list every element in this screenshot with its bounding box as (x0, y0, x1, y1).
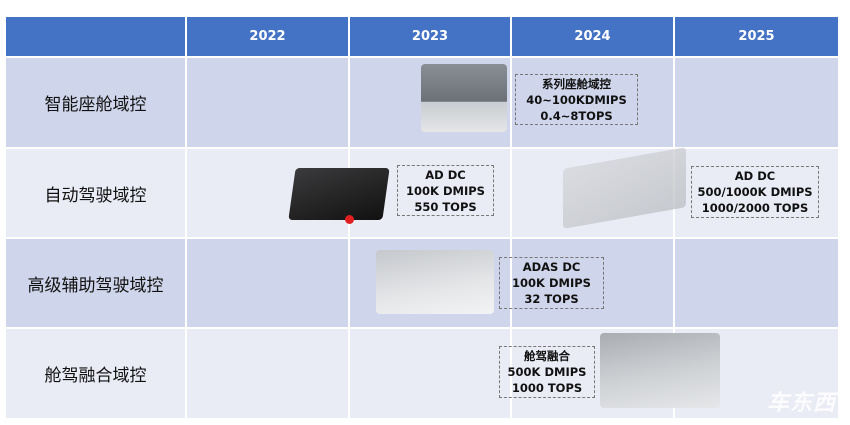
spec-line: 系列座舱域控 (542, 76, 611, 91)
spec-line: 舱驾融合 (524, 349, 570, 363)
fusion-spec-box: 舱驾融合 500K DMIPS 1000 TOPS (499, 346, 595, 398)
spec-line: 100K DMIPS (512, 276, 591, 290)
header-2023: 2023 (350, 17, 510, 56)
table-cell (187, 58, 348, 147)
spec-line: 0.4~8TOPS (540, 108, 613, 123)
spec-line: 500K DMIPS (507, 365, 587, 379)
adas-spec-box: ADAS DC 100K DMIPS 32 TOPS (499, 257, 604, 309)
row-label: 高级辅助驾驶域控 (6, 239, 185, 327)
fusion-controller-image (600, 333, 720, 408)
table-cell (350, 329, 510, 418)
table-cell (187, 239, 348, 327)
cockpit-spec-box: 系列座舱域控 40~100KDMIPS 0.4~8TOPS (515, 74, 638, 125)
table-cell (675, 149, 838, 237)
row-label: 智能座舱域控 (6, 58, 185, 147)
spec-line: 550 TOPS (414, 199, 477, 214)
table-cell (675, 58, 838, 147)
table-cell (512, 239, 673, 327)
header-blank (6, 17, 185, 56)
ad-controller-image (288, 168, 390, 220)
spec-line: 32 TOPS (524, 292, 579, 306)
spec-line: ADAS DC (522, 260, 581, 274)
table-cell (512, 58, 673, 147)
row-label: 自动驾驶域控 (6, 149, 185, 237)
spec-line: 500/1000K DMIPS (697, 185, 813, 199)
spec-line: 1000 TOPS (511, 381, 583, 395)
row-label: 舱驾融合域控 (6, 329, 185, 418)
table-cell (675, 239, 838, 327)
header-2025: 2025 (675, 17, 838, 56)
spec-line: 100K DMIPS (406, 183, 485, 198)
ad-spec-box-2023: AD DC 100K DMIPS 550 TOPS (397, 165, 494, 216)
ad-spec-box-2025: AD DC 500/1000K DMIPS 1000/2000 TOPS (691, 166, 819, 218)
header-2024: 2024 (512, 17, 673, 56)
table-cell (187, 329, 348, 418)
spec-line: 40~100KDMIPS (526, 92, 627, 107)
adas-controller-image (376, 250, 494, 314)
cockpit-controller-image (421, 64, 507, 132)
header-2022: 2022 (187, 17, 348, 56)
spec-line: 1000/2000 TOPS (701, 201, 809, 215)
spec-line: AD DC (734, 169, 776, 183)
spec-line: AD DC (425, 167, 466, 182)
watermark-logo: 车东西 (766, 391, 836, 416)
red-led (345, 215, 354, 224)
